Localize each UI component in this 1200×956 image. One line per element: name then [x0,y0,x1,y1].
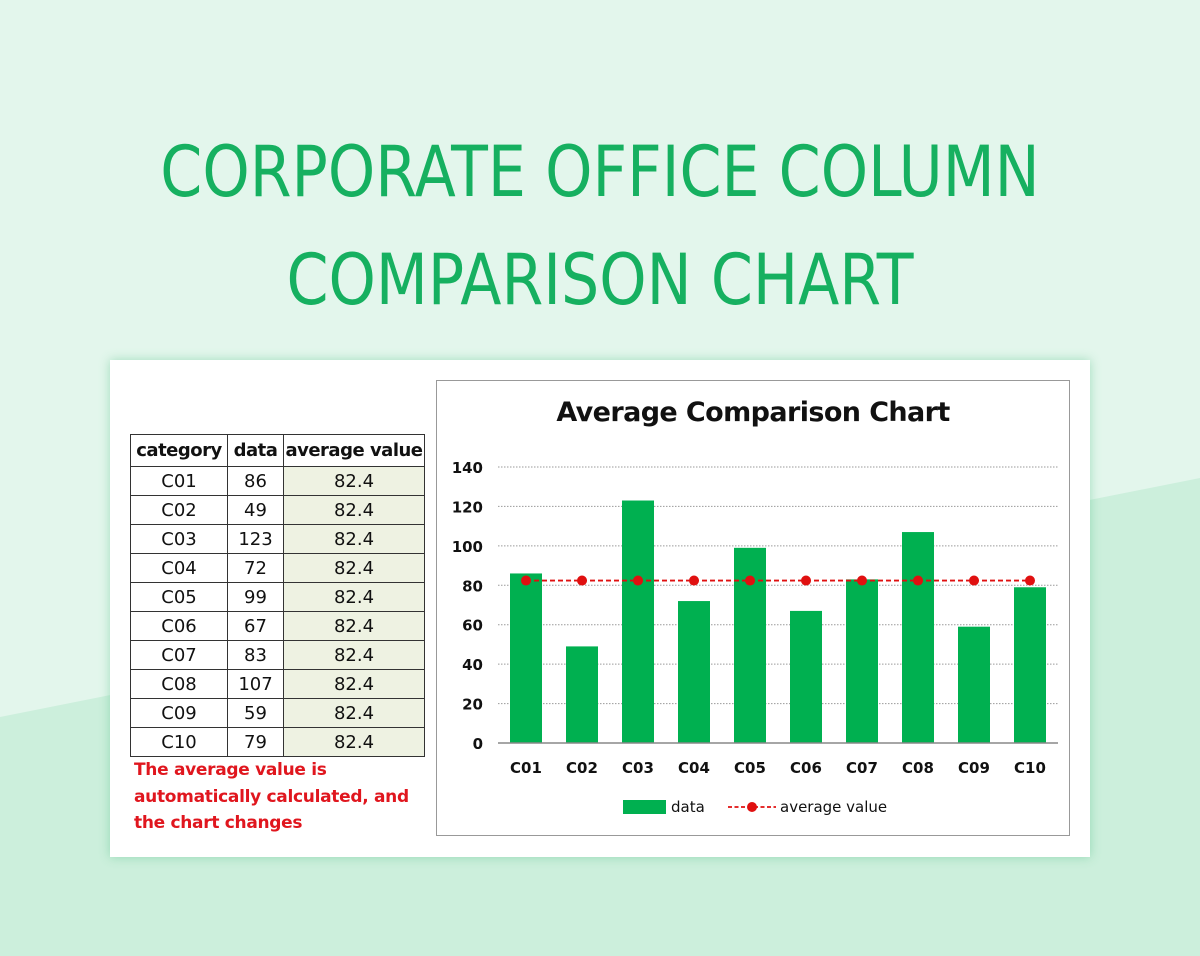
x-tick-label: C07 [846,759,878,777]
bar-c04 [678,601,710,743]
table-row: C06 67 82.4 [130,611,425,641]
cell-category: C06 [130,611,228,641]
cell-category: C04 [130,553,228,583]
cell-data: 86 [227,466,284,496]
average-marker [801,575,811,586]
table-body: C01 86 82.4 C02 49 82.4 C03 123 82.4 C04 72 82.4 C05… [130,466,425,757]
cell-data: 72 [227,553,284,583]
bar-c01 [510,573,542,743]
x-tick-label: C09 [958,759,990,777]
data-table: category data average value C01 86 82.4 C02… [130,434,425,757]
x-tick-label: C01 [510,759,542,777]
x-tick-label: C03 [622,759,654,777]
table-row: C08 107 82.4 [130,669,425,699]
cell-data: 79 [227,727,284,757]
x-tick-label: C06 [790,759,822,777]
cell-average-value: 82.4 [283,466,425,496]
page-title-line-2: COMPARISON CHART [286,239,914,321]
table-row: C09 59 82.4 [130,698,425,728]
cell-category: C02 [130,495,228,525]
cell-category: C09 [130,698,228,728]
bar-c10 [1014,587,1046,743]
page-title-line-1: CORPORATE OFFICE COLUMN [160,131,1040,213]
cell-average-value: 82.4 [283,524,425,554]
average-marker [633,575,643,586]
chart-container: Average Comparison Chart 0 20 40 60 80 100 120… [436,380,1070,836]
note-line: The average value is [134,760,327,780]
bar-c08 [902,532,934,743]
header-category: category [130,434,228,467]
cell-category: C07 [130,640,228,670]
cell-data: 83 [227,640,284,670]
cell-data: 123 [227,524,284,554]
column-chart: 0 20 40 60 80 100 120 140 C01 C02 C03 C04 C05 C06 C07 C… [452,459,1058,816]
table-row: C01 86 82.4 [130,466,425,496]
cell-average-value: 82.4 [283,698,425,728]
cell-category: C01 [130,466,228,496]
average-marker [969,575,979,586]
x-tick-label: C05 [734,759,766,777]
average-marker [577,575,587,586]
cell-average-value: 82.4 [283,553,425,583]
cell-data: 99 [227,582,284,612]
table-row: C02 49 82.4 [130,495,425,525]
header-data: data [227,434,284,467]
y-tick-label: 100 [452,538,483,556]
y-tick-label: 80 [462,577,483,595]
table-header-row: category data average value [130,434,425,467]
cell-category: C05 [130,582,228,612]
legend-average-label: average value [780,798,887,816]
cell-category: C03 [130,524,228,554]
y-tick-label: 120 [452,498,483,516]
legend-data-label: data [671,798,705,816]
bar-c02 [566,646,598,743]
cell-data: 59 [227,698,284,728]
average-marker [857,575,867,586]
cell-average-value: 82.4 [283,727,425,757]
table-row: C07 83 82.4 [130,640,425,670]
x-tick-label: C08 [902,759,934,777]
cell-data: 49 [227,495,284,525]
x-tick-label: C02 [566,759,598,777]
y-tick-label: 60 [462,617,483,635]
content-card: category data average value C01 86 82.4 C02… [110,360,1090,857]
y-tick-label: 140 [452,459,483,477]
x-tick-label: C10 [1014,759,1046,777]
y-tick-label: 0 [473,735,483,753]
cell-data: 67 [227,611,284,641]
table-row: C10 79 82.4 [130,727,425,757]
cell-category: C10 [130,727,228,757]
bar-c07 [846,579,878,743]
average-marker [521,575,531,586]
legend-average-marker [747,802,757,812]
y-tick-label: 20 [462,696,483,714]
cell-category: C08 [130,669,228,699]
bar-c06 [790,610,822,743]
cell-average-value: 82.4 [283,640,425,670]
cell-average-value: 82.4 [283,582,425,612]
y-tick-label: 40 [462,656,483,674]
chart-title: Average Comparison Chart [556,397,950,428]
auto-calc-note: The average value is automatically calcu… [134,757,434,837]
table-row: C05 99 82.4 [130,582,425,612]
average-marker [745,575,755,586]
bar-c03 [622,500,654,743]
average-marker [913,575,923,586]
x-tick-label: C04 [678,759,710,777]
page-title: CORPORATE OFFICE COLUMN COMPARISON CHART [84,118,1116,334]
cell-average-value: 82.4 [283,495,425,525]
note-line: the chart changes [134,813,303,833]
note-line: automatically calculated, and [134,786,409,807]
header-average-value: average value [283,434,425,467]
table-row: C03 123 82.4 [130,524,425,554]
cell-average-value: 82.4 [283,611,425,641]
table-row: C04 72 82.4 [130,553,425,583]
bar-c09 [958,626,990,743]
legend-data-swatch [623,800,666,814]
average-marker [1025,575,1035,586]
cell-data: 107 [227,669,284,699]
cell-average-value: 82.4 [283,669,425,699]
average-marker [689,575,699,586]
